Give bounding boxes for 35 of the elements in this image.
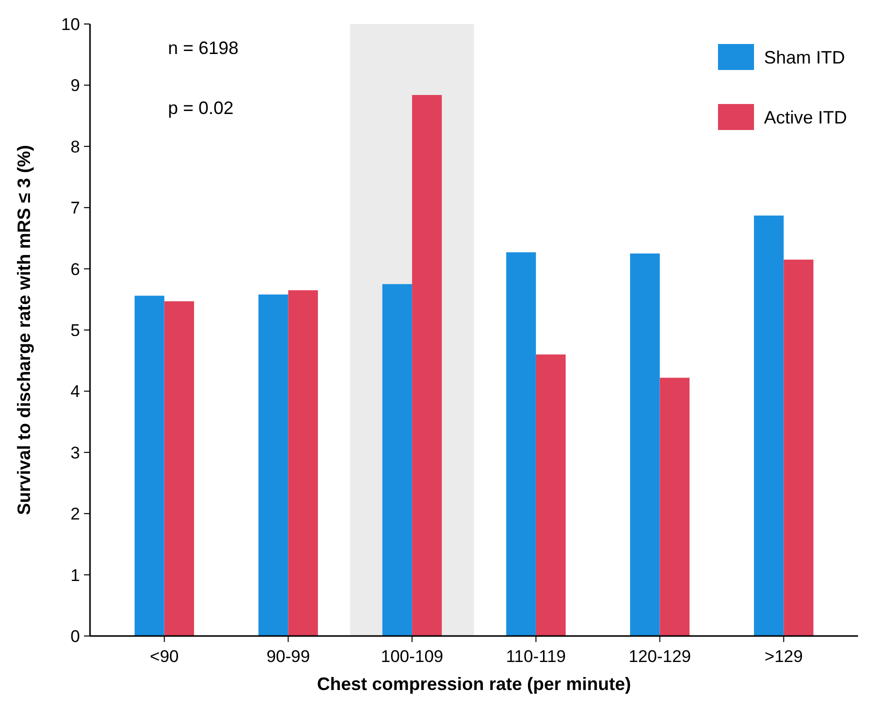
y-tick-label: 0 [70,626,80,646]
bar [506,252,536,636]
y-axis-title: Survival to discharge rate with mRS ≤ 3 (%) [14,145,34,515]
x-tick-label: 110-119 [506,647,566,666]
bar [258,294,288,636]
bar [660,378,690,636]
legend-label: Active ITD [764,107,848,128]
bar [288,290,318,636]
x-tick-label: 100-109 [380,647,444,666]
x-tick-label: >129 [764,647,803,666]
y-tick-label: 1 [70,566,80,585]
x-tick-label: 120-129 [628,647,691,666]
y-tick-label: 9 [70,76,80,96]
x-axis-title: Chest compression rate (per minute) [316,674,632,694]
bar [412,94,442,636]
y-tick-label: 4 [70,382,80,402]
y-tick-label: 10 [61,14,80,34]
y-tick-label: 6 [70,260,80,279]
y-tick-label: 7 [70,198,80,218]
x-tick-label: <90 [150,647,179,666]
bar [134,296,164,636]
bar [164,301,194,636]
y-tick-label: 8 [70,137,80,156]
bar [536,354,566,636]
annotation: n = 6198 [168,38,239,58]
bar [754,216,784,636]
legend-label: Sham ITD [764,47,846,68]
y-tick-label: 3 [70,443,80,462]
bar [630,254,660,636]
x-tick-label: 90-99 [266,647,310,666]
bar [382,284,412,636]
y-tick-label: 2 [70,504,80,524]
bar [784,260,814,636]
annotation: p = 0.02 [168,98,234,118]
y-tick-label: 5 [70,320,80,340]
